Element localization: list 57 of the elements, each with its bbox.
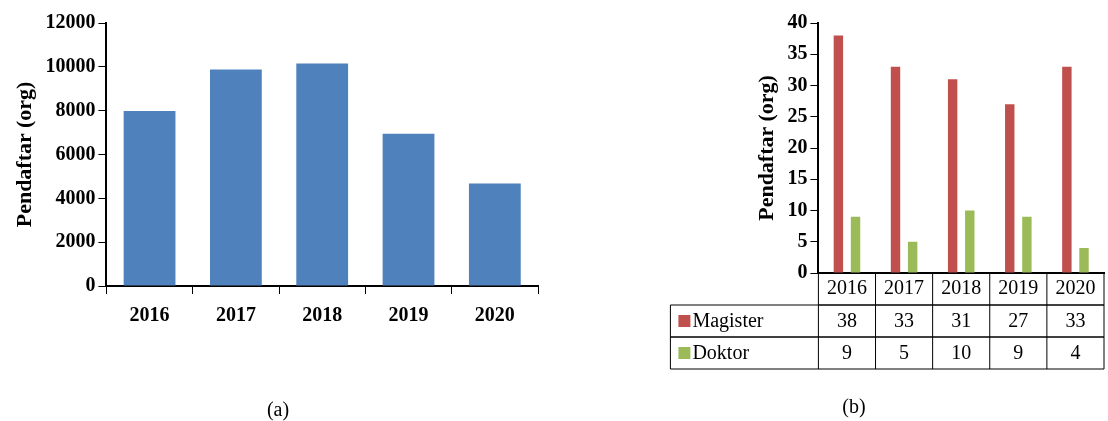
bar — [947, 79, 958, 273]
y-tick-label: 4000 — [55, 185, 96, 208]
data-label: 33 — [1065, 309, 1086, 332]
bar — [850, 216, 861, 273]
x-tick-label: 2020 — [474, 303, 515, 326]
y-tick-label: 5 — [797, 228, 808, 251]
y-tick-label: 15 — [787, 166, 808, 189]
data-label: 5 — [899, 341, 910, 364]
y-tick-label: 10 — [787, 197, 808, 220]
y-tick-label: 20 — [787, 135, 808, 158]
y-tick-label: 25 — [787, 103, 808, 126]
data-label: 38 — [836, 309, 857, 332]
bar — [1079, 248, 1089, 273]
legend-label: Magister — [692, 309, 764, 333]
y-tick-label: 35 — [787, 41, 808, 64]
y-tick-label: 0 — [85, 273, 96, 296]
bar — [833, 35, 844, 273]
data-label: 10 — [951, 341, 972, 364]
data-label: 9 — [1013, 341, 1024, 364]
bar — [907, 241, 918, 273]
bar — [209, 69, 262, 286]
y-tick-label: 8000 — [55, 97, 96, 120]
data-label: 9 — [841, 341, 852, 364]
y-axis-title: Pendaftar (org) — [752, 75, 778, 221]
legend-label: Doktor — [692, 341, 750, 364]
x-tick-label: 2020 — [1055, 276, 1096, 299]
y-tick-label: 2000 — [55, 229, 96, 252]
y-tick-label: 30 — [787, 72, 808, 95]
data-label: 33 — [894, 309, 915, 332]
y-tick-label: 12000 — [45, 10, 96, 33]
y-tick-label: 10000 — [45, 54, 96, 77]
data-label: 27 — [1008, 309, 1029, 332]
x-tick-label: 2016 — [826, 276, 867, 299]
x-tick-label: 2016 — [129, 303, 170, 326]
text: (b) — [841, 395, 867, 418]
bar — [382, 133, 435, 286]
text: (a) — [265, 398, 291, 421]
y-tick-label: 0 — [797, 260, 808, 283]
bar — [468, 183, 521, 286]
bar — [1022, 216, 1032, 273]
x-tick-label: 2019 — [388, 303, 429, 326]
data-label: 31 — [951, 309, 972, 332]
x-tick-label: 2017 — [215, 303, 256, 326]
bar — [1005, 104, 1015, 273]
bar — [296, 63, 349, 286]
x-tick-label: 2017 — [884, 276, 925, 299]
bar — [123, 111, 176, 286]
y-tick-label: 40 — [787, 10, 808, 33]
x-tick-label: 2019 — [998, 276, 1039, 299]
x-tick-label: 2018 — [941, 276, 982, 299]
bar — [890, 66, 901, 273]
y-tick-label: 6000 — [55, 141, 96, 164]
x-tick-label: 2018 — [302, 303, 343, 326]
data-label: 4 — [1070, 341, 1081, 364]
bar — [965, 210, 975, 273]
bar — [1062, 66, 1072, 273]
y-axis-title: Pendaftar (org) — [10, 81, 36, 228]
